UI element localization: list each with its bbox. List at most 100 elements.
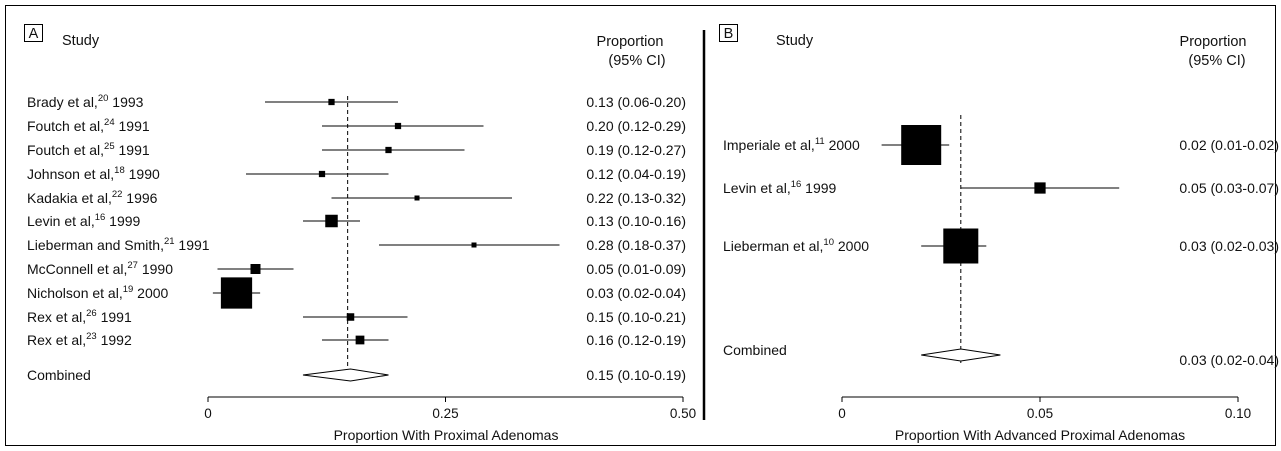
study-year: 1993 [108,94,143,110]
study-ref: 27 [127,260,138,271]
x-tick-label: 0.05 [1027,406,1053,421]
study-ref: 22 [112,189,123,200]
study-name: Lieberman and Smith, [27,237,164,253]
study-label: Lieberman et al,10 2000 [723,237,869,254]
estimate-square [394,122,402,130]
header-study: Study [776,33,814,49]
estimate-square [346,313,355,321]
study-label: Imperiale et al,11 2000 [723,136,860,153]
study-ref: 21 [164,236,175,247]
study-name: Rex et al, [27,332,86,348]
study-value-label: 0.12 (0.04-0.19) [586,166,686,182]
study-value-label: 0.19 (0.12-0.27) [586,142,686,158]
estimate-square [385,146,392,154]
study-label: Rex et al,26 1991 [27,308,132,325]
estimate-square [943,228,979,264]
study-value-label: 0.28 (0.18-0.37) [586,237,686,253]
study-label: Foutch et al,25 1991 [27,141,150,158]
study-label: Kadakia et al,22 1996 [27,189,158,206]
estimate-square [414,195,420,201]
combined-value-label: 0.03 (0.02-0.04) [1179,352,1279,368]
study-value-label: 0.02 (0.01-0.02) [1179,137,1279,153]
study-label: Foutch et al,24 1991 [27,117,150,134]
study-value-label: 0.03 (0.02-0.04) [586,285,686,301]
estimate-square [328,98,335,106]
estimate-square [325,214,338,228]
study-name: Foutch et al, [27,118,104,134]
study-label: Nicholson et al,19 2000 [27,284,169,301]
study-ref: 10 [823,237,834,248]
study-value-label: 0.05 (0.01-0.09) [586,261,686,277]
study-year: 2000 [834,238,869,254]
study-ref: 23 [86,331,97,342]
study-name: Lieberman et al, [723,238,823,254]
combined-diamond [921,348,1001,362]
study-year: 1990 [138,261,173,277]
x-axis-title: Proportion With Advanced Proximal Adenom… [895,427,1185,443]
study-name: Kadakia et al, [27,190,112,206]
study-value-label: 0.03 (0.02-0.03) [1179,238,1279,254]
study-value-label: 0.15 (0.10-0.21) [586,309,686,325]
study-year: 1992 [97,332,132,348]
study-label: McConnell et al,27 1990 [27,260,173,277]
combined-label: Combined [723,342,787,358]
study-year: 1996 [122,190,157,206]
study-ref: 19 [123,284,134,295]
study-label: Rex et al,23 1992 [27,331,132,348]
study-value-label: 0.22 (0.13-0.32) [586,190,686,206]
header-ci: (95% CI) [608,53,665,69]
estimate-square [220,277,253,309]
study-value-label: 0.16 (0.12-0.19) [586,332,686,348]
panel-a: A Study Proportion (95% CI) Proportion W… [24,24,696,443]
study-label: Brady et al,20 1993 [27,93,144,110]
study-year: 1991 [115,142,150,158]
x-tick-label: 0.25 [432,406,458,421]
study-value-label: 0.20 (0.12-0.29) [586,118,686,134]
study-ref: 25 [104,141,115,152]
study-ref: 16 [95,212,106,223]
study-name: Foutch et al, [27,142,104,158]
panel-label: B [724,26,734,42]
study-name: Brady et al, [27,94,98,110]
study-label: Johnson et al,18 1990 [27,165,160,182]
study-value-label: 0.05 (0.03-0.07) [1179,180,1279,196]
study-year: 1999 [801,180,836,196]
study-ref: 20 [98,93,109,104]
study-year: 2000 [825,137,860,153]
study-name: McConnell et al, [27,261,127,277]
study-ref: 24 [104,117,115,128]
estimate-square [318,170,326,178]
study-value-label: 0.13 (0.10-0.16) [586,213,686,229]
panel-label-box [24,24,43,42]
study-ref: 18 [114,165,125,176]
study-year: 1991 [115,118,150,134]
panel-label-box [719,24,738,42]
estimate-square [250,264,261,274]
header-study: Study [62,33,100,49]
estimate-square [901,125,942,165]
study-ref: 26 [86,308,97,319]
x-tick-label: 0 [838,406,846,421]
estimate-square [1034,182,1046,194]
study-year: 1990 [125,166,160,182]
estimate-square [471,242,477,248]
study-label: Levin et al,16 1999 [27,212,141,229]
panel-label: A [29,26,39,42]
combined-diamond [302,368,389,382]
study-name: Rex et al, [27,309,86,325]
estimate-square [355,335,365,345]
x-tick-label: 0 [204,406,212,421]
header-ci: (95% CI) [1188,53,1245,69]
x-axis-title: Proportion With Proximal Adenomas [334,427,559,443]
header-proportion: Proportion [1180,34,1247,50]
study-name: Nicholson et al, [27,285,123,301]
study-name: Levin et al, [27,213,95,229]
study-value-label: 0.13 (0.06-0.20) [586,94,686,110]
panel-b: B Study Proportion (95% CI) Proportion W… [719,24,1279,443]
study-ref: 11 [815,136,825,147]
study-name: Imperiale et al, [723,137,815,153]
study-label: Levin et al,16 1999 [723,179,837,196]
combined-label: Combined [27,367,91,383]
study-name: Levin et al, [723,180,791,196]
